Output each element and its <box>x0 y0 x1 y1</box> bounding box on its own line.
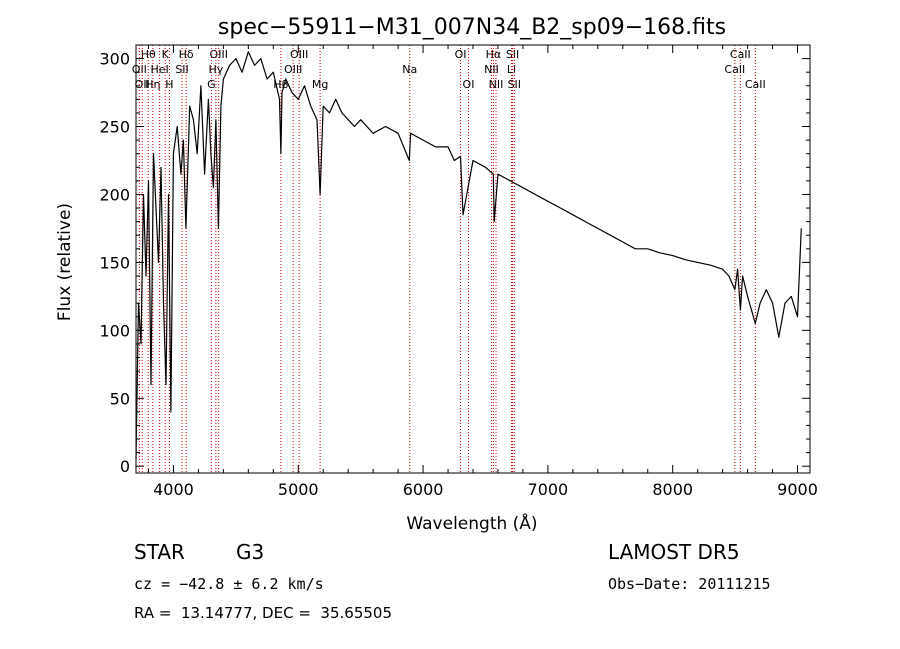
x-tick-label: 6000 <box>403 480 444 499</box>
object-subclass: G3 <box>236 540 265 564</box>
line-label: Li <box>507 63 516 76</box>
axes: 4000 5000 6000 7000 8000 9000 0 50 100 150 200 250 3… <box>99 45 818 499</box>
object-class: STAR <box>134 540 185 564</box>
y-tick-label: 50 <box>110 389 130 408</box>
line-label: Hη <box>145 78 160 91</box>
line-label: OII <box>135 78 150 91</box>
x-tick-label: 4000 <box>153 480 194 499</box>
y-axis-label: Flux (relative) <box>55 203 75 321</box>
line-label: SII <box>508 78 521 91</box>
coordinates: RA = 13.14777, DEC = 35.65505 <box>134 604 393 622</box>
spectrum-trace <box>135 51 802 460</box>
line-label: Hθ <box>141 48 156 61</box>
line-label: G <box>207 78 216 91</box>
y-tick-label: 150 <box>99 253 130 272</box>
line-label: OIII <box>290 48 308 61</box>
y-tick-label: 100 <box>99 321 130 340</box>
x-tick-label: 5000 <box>278 480 319 499</box>
line-label: SII <box>506 48 519 61</box>
line-label: Hα <box>486 48 502 61</box>
line-label: HeI <box>150 63 168 76</box>
line-label: CaII <box>745 78 766 91</box>
spectrum-series-line <box>135 51 802 460</box>
line-label: Mg <box>312 78 328 91</box>
redshift-velocity: cz = −42.8 ± 6.2 km/s <box>134 575 324 593</box>
observation-date: Obs−Date: 20111215 <box>608 575 771 593</box>
line-label: OI <box>463 78 475 91</box>
line-label: Hδ <box>179 48 194 61</box>
y-tick-label: 300 <box>99 50 130 69</box>
line-label: K <box>162 48 170 61</box>
x-tick-label: 9000 <box>777 480 818 499</box>
line-label: OIII <box>284 63 302 76</box>
line-label: H <box>165 78 173 91</box>
x-axis-label: Wavelength (Å) <box>406 512 537 534</box>
line-label: Hγ <box>208 63 223 76</box>
line-label: OIII <box>210 48 228 61</box>
y-tick-label: 200 <box>99 185 130 204</box>
y-tick-label: 0 <box>120 457 130 476</box>
y-tick-label: 250 <box>99 118 130 137</box>
line-label: OII <box>132 63 147 76</box>
survey-name: LAMOST DR5 <box>608 540 740 564</box>
line-label: SII <box>175 63 188 76</box>
line-label: NII <box>484 63 499 76</box>
plot-frame <box>135 44 811 474</box>
x-tick-label: 8000 <box>652 480 693 499</box>
line-label: Na <box>402 63 417 76</box>
chart-title: spec−55911−M31_007N34_B2_sp09−168.fits <box>218 15 726 40</box>
line-label: OI <box>455 48 467 61</box>
line-label: CaII <box>730 48 751 61</box>
x-tick-label: 7000 <box>528 480 569 499</box>
line-label: NII <box>489 78 504 91</box>
line-label: CaII <box>724 63 745 76</box>
